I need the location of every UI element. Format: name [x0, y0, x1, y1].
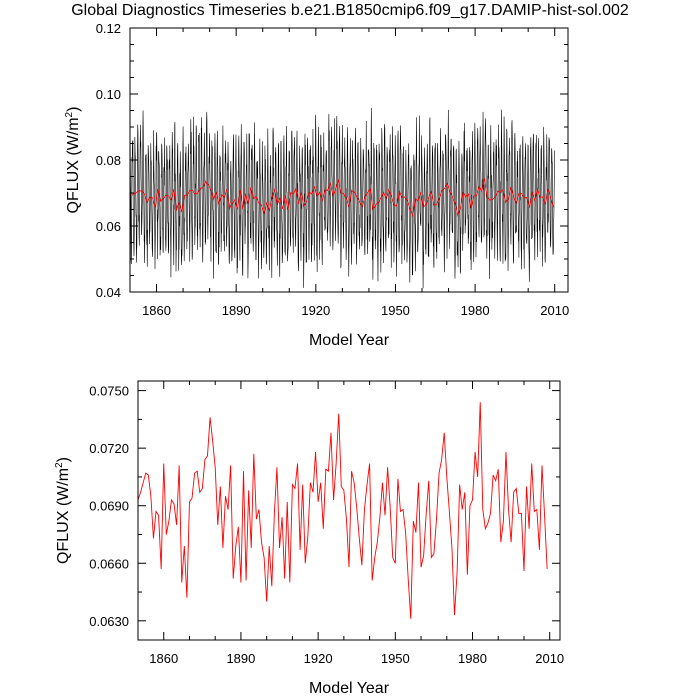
bottom-y-axis-label-main: QFLUX (W/m: [55, 468, 72, 564]
bottom-y-axis-label: QFLUX (W/m2): [54, 457, 72, 564]
top-monthly-line: [129, 107, 555, 289]
bottom-ytick-label: 0.0630: [89, 614, 129, 629]
bottom-ytick-label: 0.0720: [89, 441, 129, 456]
top-xtick-label: 1980: [461, 303, 490, 318]
bottom-y-axis-label-superscript: 2: [54, 462, 65, 468]
bottom-ytick-label: 0.0660: [89, 556, 129, 571]
top-ytick-label: 0.12: [96, 21, 121, 36]
bottom-axis-ticks: 1860 1890 1920 1950 1980 2010 0.0630 0.0660 0.06…: [89, 381, 564, 666]
figure-title: Global Diagnostics Timeseries b.e21.B185…: [71, 2, 629, 19]
top-xtick-label: 1950: [381, 303, 410, 318]
bottom-xtick-label: 1890: [226, 651, 255, 666]
bottom-plot-frame: [137, 380, 561, 641]
top-panel: 1860 1890 1920 1950 1980 2010 0.04 0.06 0.08 0.10…: [64, 21, 569, 349]
bottom-annual-series: [137, 402, 548, 619]
bottom-x-axis-label: Model Year: [309, 680, 390, 697]
top-y-axis-label-main: QFLUX (W/m: [65, 117, 82, 213]
top-ytick-label: 0.04: [96, 285, 121, 300]
top-axis-ticks: 1860 1890 1920 1950 1980 2010 0.04 0.06 0.08 0.10…: [96, 21, 570, 318]
top-y-axis-label: QFLUX (W/m2): [64, 107, 82, 214]
top-ytick-label: 0.08: [96, 153, 121, 168]
bottom-annual-line: [137, 402, 548, 619]
top-xtick-label: 1890: [222, 303, 251, 318]
top-y-axis-label-tail: ): [65, 107, 82, 112]
top-monthly-series: [129, 107, 555, 289]
top-xtick-label: 2010: [540, 303, 569, 318]
bottom-xtick-label: 1950: [381, 651, 410, 666]
top-xtick-label: 1860: [142, 303, 171, 318]
top-y-axis-label-superscript: 2: [64, 111, 75, 117]
top-xtick-label: 1920: [301, 303, 330, 318]
bottom-ytick-label: 0.0750: [89, 384, 129, 399]
bottom-xtick-label: 1920: [304, 651, 333, 666]
top-annual-series: [131, 178, 554, 218]
bottom-xtick-label: 1980: [458, 651, 487, 666]
bottom-xtick-label: 2010: [535, 651, 564, 666]
bottom-panel: 1860 1890 1920 1950 1980 2010 0.0630 0.0660 0.06…: [54, 380, 564, 697]
top-ytick-label: 0.06: [96, 219, 121, 234]
bottom-ytick-label: 0.0690: [89, 499, 129, 514]
bottom-xtick-label: 1860: [149, 651, 178, 666]
top-annual-line: [131, 178, 554, 218]
bottom-y-axis-label-tail: ): [55, 457, 72, 462]
top-x-axis-label: Model Year: [309, 332, 390, 349]
top-ytick-label: 0.10: [96, 87, 121, 102]
